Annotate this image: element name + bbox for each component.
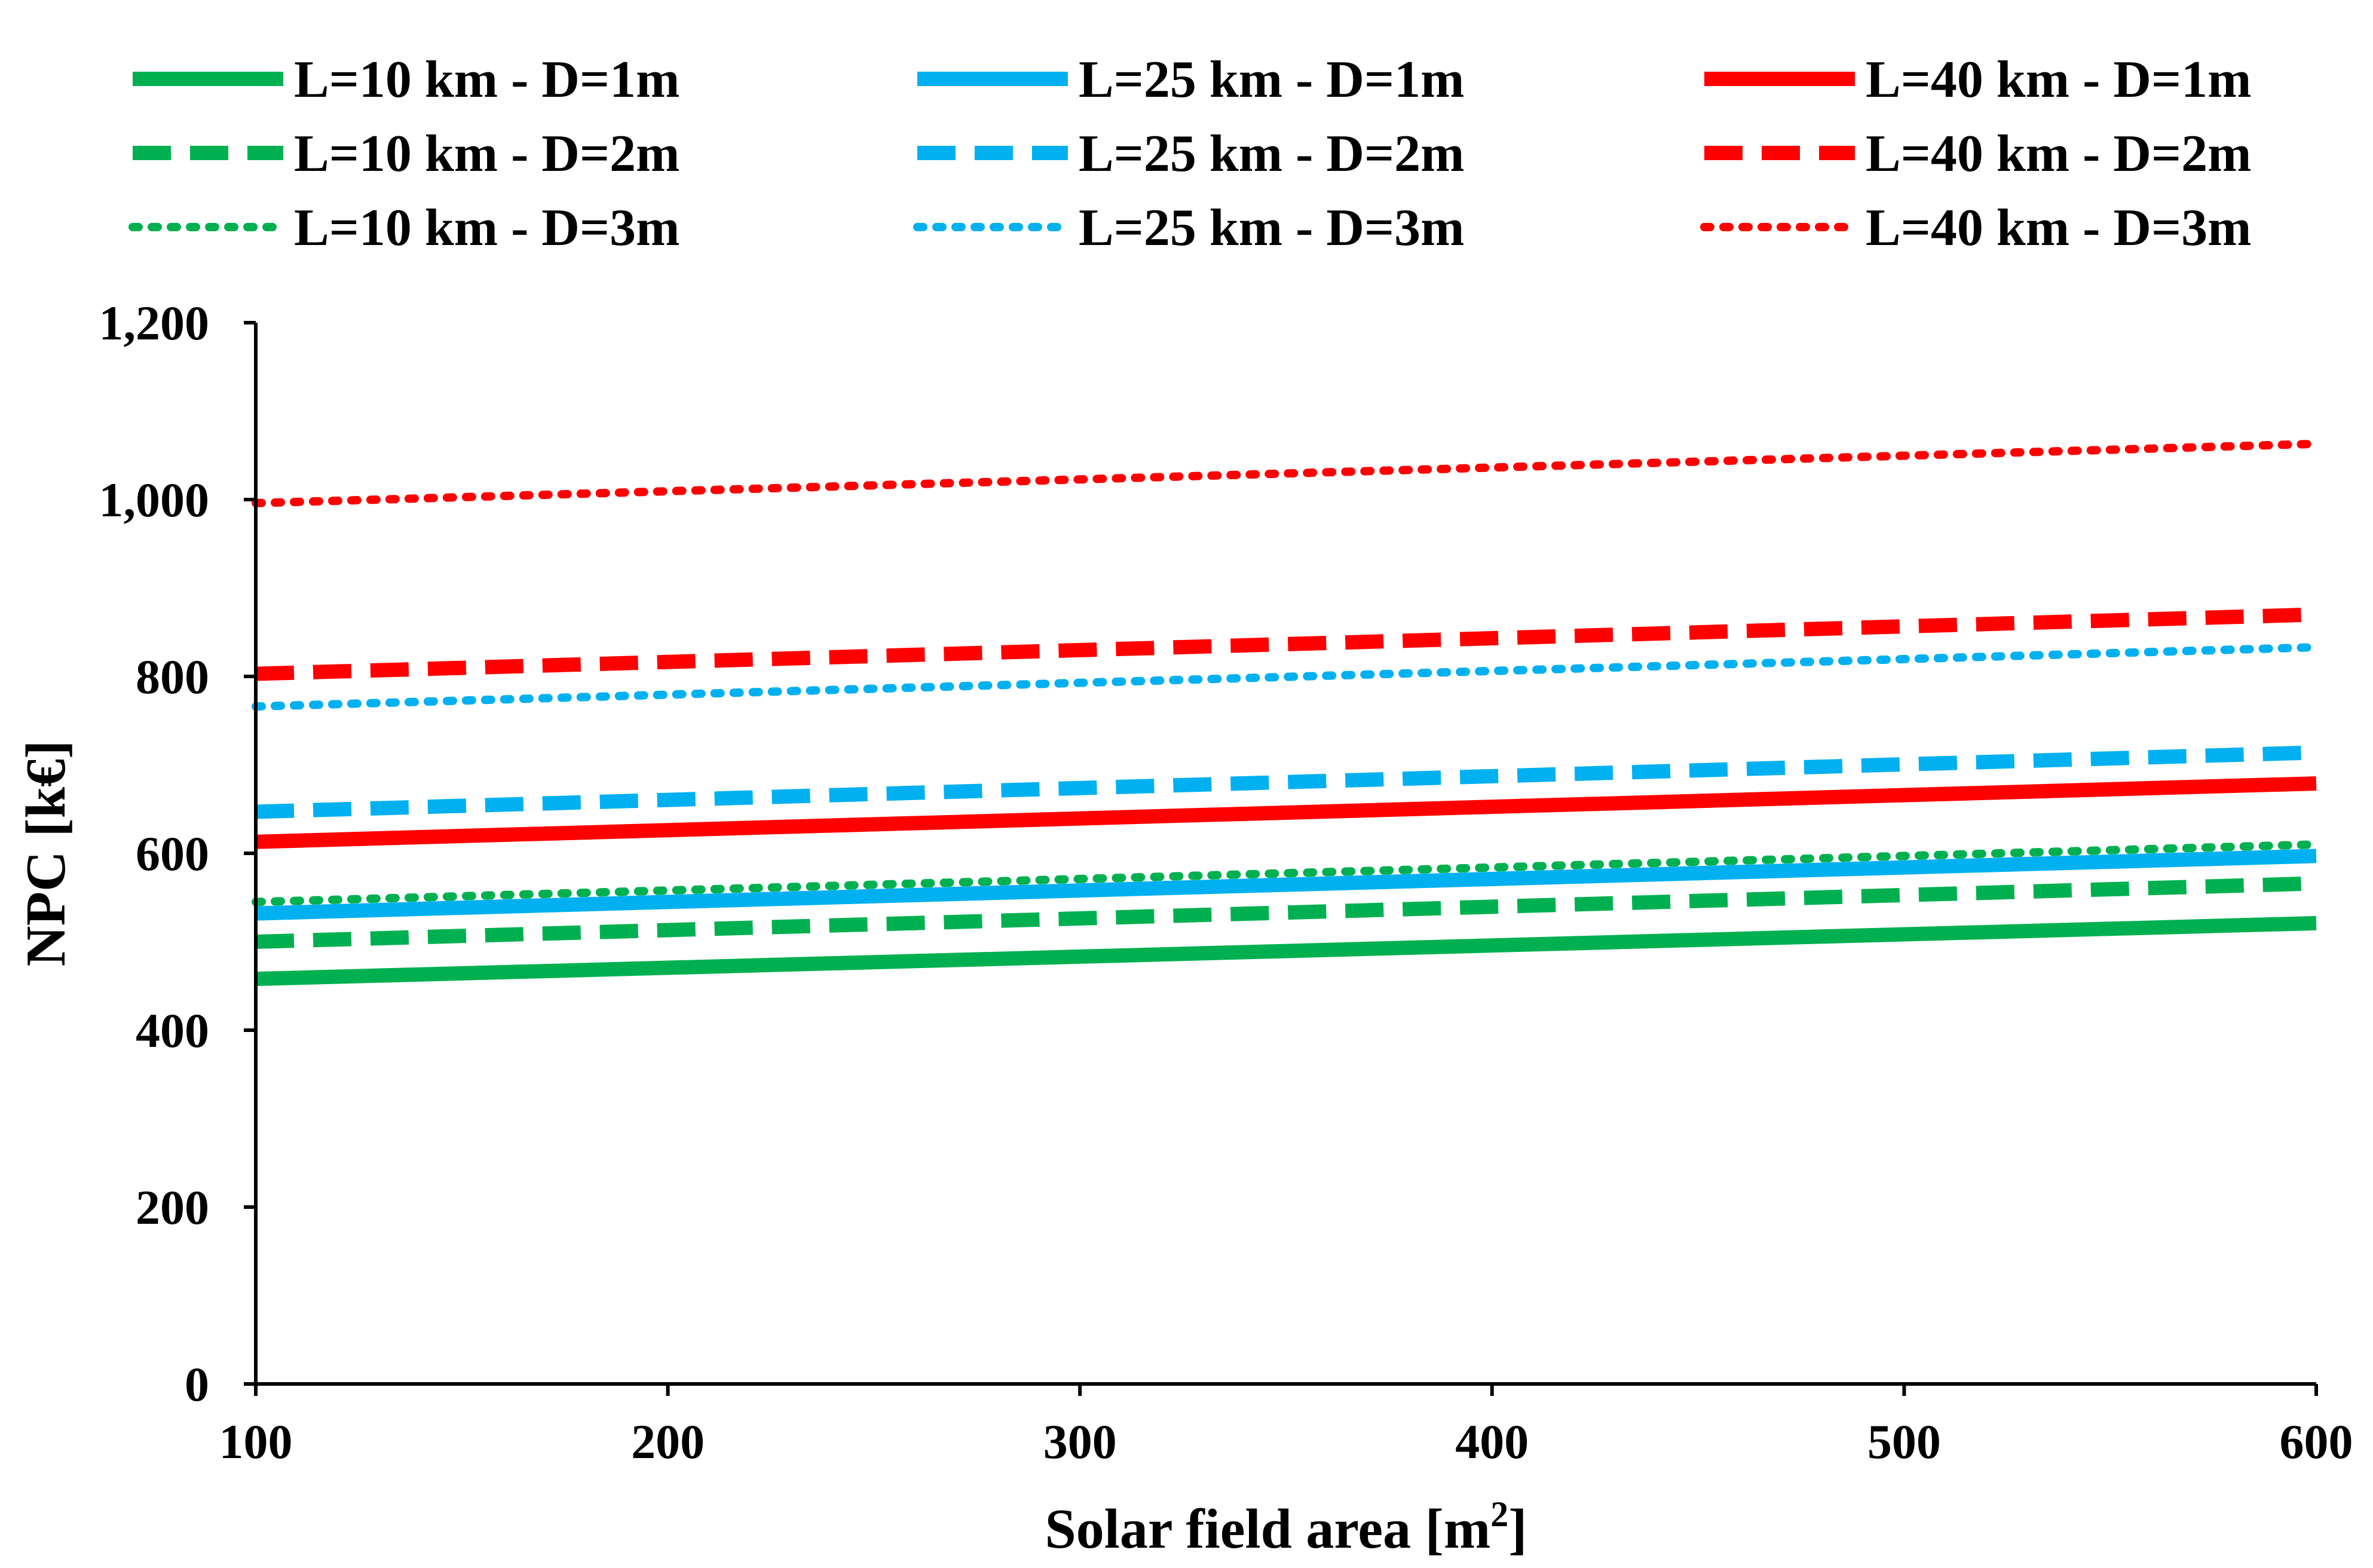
x-axis-ticks: 100 200 300 400 500 600 <box>219 1384 2353 1469</box>
legend-label-5: L=25 km - D=2m <box>1079 125 1464 183</box>
y-tick-label: 200 <box>136 1180 209 1235</box>
x-tick-label: 200 <box>631 1414 705 1469</box>
series-line-1 <box>255 915 2317 987</box>
y-tick-label: 1,000 <box>99 473 210 527</box>
x-tick-label: 400 <box>1455 1414 1529 1469</box>
series-line-3 <box>255 776 2317 849</box>
x-axis-title: Solar field area [m2] <box>1045 1494 1527 1560</box>
x-tick-label: 300 <box>1043 1414 1117 1469</box>
series-line-6 <box>255 607 2317 681</box>
x-tick-label: 500 <box>1867 1414 1941 1469</box>
y-tick-label: 800 <box>136 650 209 704</box>
series-line-9 <box>252 439 2320 507</box>
series-line-5 <box>255 745 2317 819</box>
series-line-8 <box>252 643 2320 711</box>
legend-label-2: L=25 km - D=1m <box>1079 51 1464 109</box>
y-tick-label: 600 <box>136 826 209 881</box>
axes <box>254 323 2316 1386</box>
x-tick-label: 100 <box>219 1414 293 1469</box>
y-tick-label: 0 <box>185 1357 209 1411</box>
legend-label-8: L=25 km - D=3m <box>1079 199 1464 257</box>
x-tick-label: 600 <box>2280 1414 2353 1469</box>
legend-label-1: L=10 km - D=1m <box>294 51 679 109</box>
y-axis-ticks: 0 200 400 600 800 1,000 1,200 <box>99 296 256 1411</box>
plot-lines <box>252 439 2320 987</box>
legend-label-4: L=10 km - D=2m <box>294 125 679 183</box>
series-line-2 <box>255 849 2317 921</box>
y-tick-label: 400 <box>136 1003 209 1058</box>
y-tick-label: 1,200 <box>99 296 210 350</box>
legend-label-3: L=40 km - D=1m <box>1866 51 2251 109</box>
y-axis-title: NPC [k€] <box>15 740 77 967</box>
legend-label-7: L=10 km - D=3m <box>294 199 679 257</box>
legend-label-9: L=40 km - D=3m <box>1866 199 2251 257</box>
legend: L=10 km - D=1m L=25 km - D=1m L=40 km - D=… <box>128 51 2251 257</box>
legend-label-6: L=40 km - D=2m <box>1866 125 2251 183</box>
series-line-7 <box>252 840 2320 906</box>
